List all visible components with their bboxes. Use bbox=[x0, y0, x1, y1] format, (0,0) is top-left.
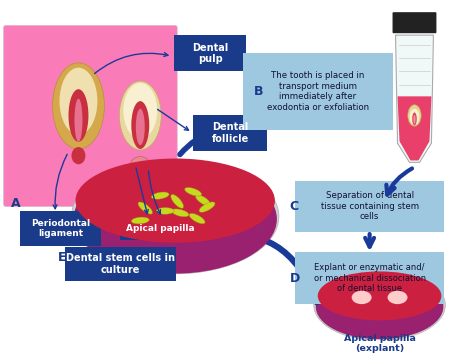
Ellipse shape bbox=[75, 159, 275, 243]
Ellipse shape bbox=[69, 89, 89, 142]
Ellipse shape bbox=[72, 147, 85, 164]
FancyBboxPatch shape bbox=[193, 115, 267, 151]
Ellipse shape bbox=[172, 209, 189, 217]
Text: C: C bbox=[290, 200, 299, 213]
FancyBboxPatch shape bbox=[120, 217, 200, 240]
Ellipse shape bbox=[119, 81, 161, 150]
Text: Explant or enzymatic and/
or mechanical dissociation
of dental tissue: Explant or enzymatic and/ or mechanical … bbox=[313, 263, 426, 293]
FancyBboxPatch shape bbox=[19, 211, 101, 246]
Text: Dental
pulp: Dental pulp bbox=[192, 43, 228, 64]
FancyBboxPatch shape bbox=[392, 12, 437, 33]
Ellipse shape bbox=[413, 115, 416, 124]
Text: Apical papilla: Apical papilla bbox=[126, 224, 194, 233]
Ellipse shape bbox=[314, 270, 446, 340]
Ellipse shape bbox=[60, 68, 98, 135]
Text: Dental
follicle: Dental follicle bbox=[211, 122, 249, 143]
Text: Dental stem cells in
culture: Dental stem cells in culture bbox=[66, 253, 175, 274]
Ellipse shape bbox=[388, 291, 408, 304]
Text: Separation of dental
tissue containing stem
cells: Separation of dental tissue containing s… bbox=[320, 191, 419, 221]
Text: The tooth is placed in
transport medium
immediately after
exodontia or exfoliati: The tooth is placed in transport medium … bbox=[267, 71, 369, 112]
Ellipse shape bbox=[136, 109, 145, 145]
Ellipse shape bbox=[352, 291, 372, 304]
Text: D: D bbox=[290, 272, 300, 285]
Ellipse shape bbox=[130, 157, 150, 174]
Ellipse shape bbox=[412, 113, 417, 125]
Polygon shape bbox=[398, 96, 431, 160]
Text: Periodontal
ligament: Periodontal ligament bbox=[31, 219, 90, 238]
Ellipse shape bbox=[316, 274, 443, 339]
FancyBboxPatch shape bbox=[174, 35, 246, 71]
Ellipse shape bbox=[138, 202, 153, 214]
Text: E: E bbox=[57, 251, 66, 263]
Ellipse shape bbox=[131, 101, 149, 149]
FancyBboxPatch shape bbox=[295, 181, 445, 232]
Ellipse shape bbox=[199, 202, 215, 212]
Ellipse shape bbox=[189, 213, 205, 224]
Text: Apical papilla
(explant): Apical papilla (explant) bbox=[344, 334, 416, 353]
Ellipse shape bbox=[74, 99, 82, 142]
Text: B: B bbox=[254, 85, 264, 98]
Ellipse shape bbox=[318, 272, 441, 321]
Ellipse shape bbox=[141, 162, 155, 176]
Ellipse shape bbox=[73, 164, 277, 274]
Ellipse shape bbox=[53, 63, 104, 149]
Ellipse shape bbox=[408, 105, 421, 126]
FancyBboxPatch shape bbox=[4, 26, 177, 206]
Ellipse shape bbox=[72, 159, 279, 274]
Ellipse shape bbox=[184, 187, 201, 196]
Ellipse shape bbox=[151, 192, 169, 199]
Ellipse shape bbox=[156, 208, 174, 214]
FancyBboxPatch shape bbox=[243, 53, 392, 130]
Ellipse shape bbox=[410, 109, 419, 125]
Ellipse shape bbox=[131, 217, 149, 224]
FancyBboxPatch shape bbox=[64, 246, 176, 281]
Polygon shape bbox=[395, 35, 433, 162]
Ellipse shape bbox=[123, 83, 157, 138]
Ellipse shape bbox=[171, 195, 183, 208]
FancyBboxPatch shape bbox=[295, 252, 445, 304]
Ellipse shape bbox=[195, 195, 211, 206]
Text: A: A bbox=[11, 197, 20, 210]
